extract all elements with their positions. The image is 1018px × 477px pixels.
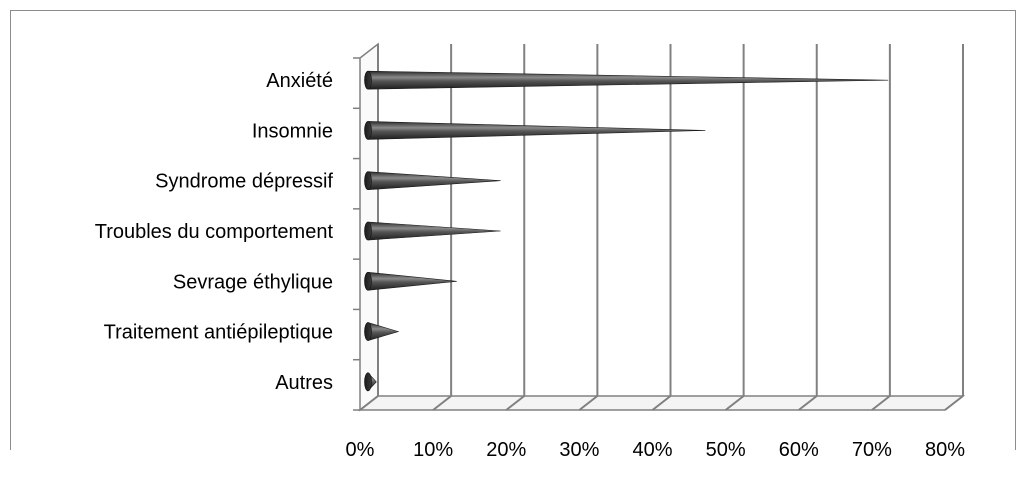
x-tick-label: 10% (413, 439, 453, 461)
x-tick-label: 60% (779, 439, 819, 461)
bar-base-2 (364, 171, 372, 191)
bar-1 (367, 121, 706, 140)
category-label: Autres (275, 372, 333, 394)
gridline-floor-40 (651, 395, 672, 411)
gridline-floor-70 (871, 395, 891, 411)
gridline-floor-50 (725, 395, 745, 411)
x-tick-label: 20% (486, 439, 526, 461)
x-tick-label: 50% (706, 439, 746, 461)
x-tick-label: 70% (852, 439, 892, 461)
bar-base-4 (364, 271, 372, 291)
x-tick-label: 40% (632, 439, 672, 461)
x-tick-label: 30% (559, 439, 599, 461)
bar-0 (367, 70, 889, 90)
bar-5 (367, 322, 400, 341)
category-label: Traitement antiépileptique (104, 322, 333, 344)
labels-layer: 0% 10% 20% 30% 40% 50% 60% 70% 80% Anxiété Insomni… (95, 70, 965, 461)
category-label: Insomnie (252, 120, 333, 142)
bar-4 (367, 271, 457, 291)
gridline-floor-20 (505, 395, 525, 411)
category-label: Syndrome dépressif (155, 171, 333, 193)
gridline-floor-0 (359, 395, 379, 411)
bar-3 (367, 221, 501, 241)
gridline-floor-80 (944, 395, 964, 411)
category-label: Anxiété (266, 70, 333, 92)
gridline-floor-30 (578, 395, 598, 411)
x-tick-label: 80% (925, 439, 965, 461)
bar-base-6 (364, 372, 372, 392)
bar-2 (367, 171, 501, 191)
category-label: Troubles du comportement (95, 221, 334, 243)
x-tick-label: 0% (346, 439, 375, 461)
bars-layer (364, 70, 889, 392)
bar-base-0 (364, 70, 372, 90)
bar-base-3 (364, 221, 372, 241)
gridline-floor-60 (798, 395, 818, 411)
chart-frame (10, 10, 1016, 450)
category-label: Sevrage éthylique (173, 271, 333, 293)
gridline-floor-10 (432, 395, 452, 411)
bar-base-1 (364, 121, 372, 140)
bar-base-5 (364, 322, 372, 341)
